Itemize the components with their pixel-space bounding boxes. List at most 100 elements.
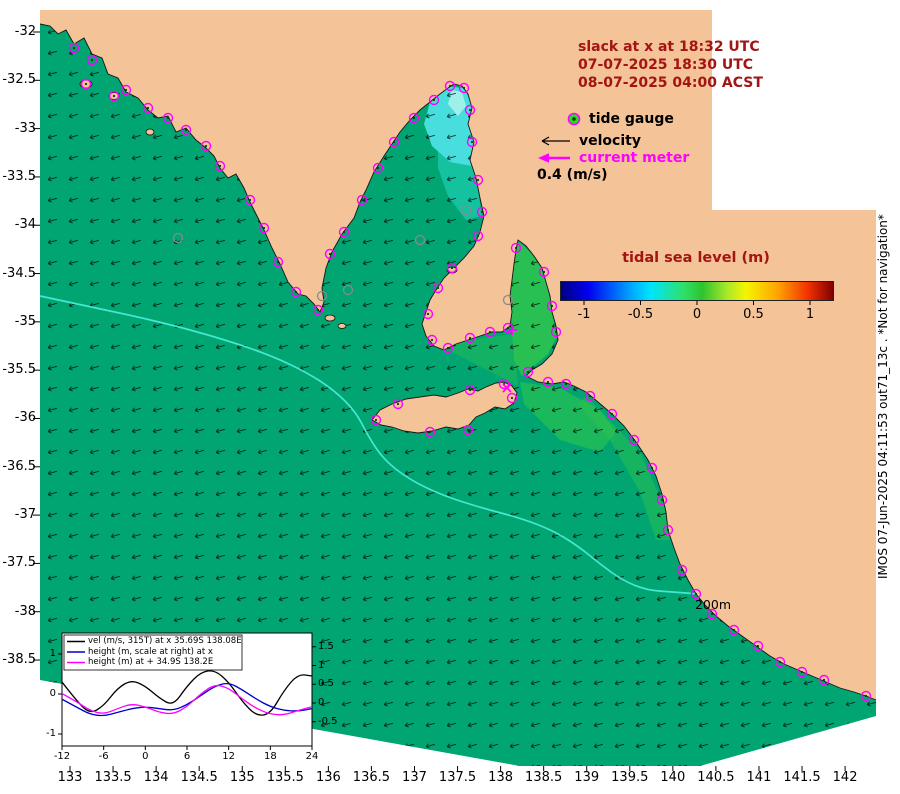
lon-tick-label: 133 — [57, 770, 83, 785]
legend-item-current-meter: current meter — [536, 150, 689, 166]
tide-gauge-marker — [258, 222, 270, 234]
tide-gauge-center-dot — [694, 592, 698, 596]
tide-gauge-center-dot — [90, 58, 94, 62]
tide-gauge-marker — [538, 266, 550, 278]
tide-gauge-center-dot — [374, 418, 378, 422]
tide-gauge-marker — [214, 160, 226, 172]
lat-tick-label: -32.5 — [2, 72, 36, 88]
lon-tick-label: 137.5 — [438, 770, 477, 785]
tide-gauge-marker — [662, 524, 674, 536]
lon-tick-label: 136 — [315, 770, 341, 785]
tide-gauge-center-dot — [526, 370, 530, 374]
tide-gauge-center-dot — [84, 82, 88, 86]
colorbar-tick-label: 0.5 — [743, 307, 764, 322]
tide-gauge-center-dot — [276, 260, 280, 264]
tide-gauge-marker — [484, 326, 496, 338]
tide-gauge-marker — [120, 84, 132, 96]
tide-gauge-marker — [142, 102, 154, 114]
tide-gauge-center-dot — [488, 330, 492, 334]
tide-gauge-marker — [442, 342, 454, 354]
legend-label-velocity: velocity — [579, 133, 641, 149]
tide-gauge-marker — [312, 304, 324, 316]
colorbar-tick-label: 1 — [805, 307, 815, 322]
tide-gauge-marker — [728, 624, 740, 636]
tide-gauge-center-dot — [412, 116, 416, 120]
tide-gauge-center-dot — [72, 46, 76, 50]
tide-gauge-center-dot — [480, 210, 484, 214]
tide-gauge-marker — [446, 262, 458, 274]
tide-gauge-center-dot — [680, 568, 684, 572]
colorbar-title: tidal sea level (m) — [622, 250, 770, 266]
inset-legend-vel: vel (m/s, 315T) at x 35.69S 138.08E — [88, 636, 242, 646]
tide-gauge-center-dot — [822, 678, 826, 682]
legend-label-velocity-scale: 0.4 (m/s) — [537, 167, 608, 183]
legend-item-velocity-scale: 0.4 (m/s) — [537, 167, 608, 183]
tide-gauge-center-dot — [204, 144, 208, 148]
tide-gauge-marker — [464, 332, 476, 344]
inset-right-tick-label: 0 — [318, 697, 325, 708]
tide-gauge-center-dot — [360, 198, 364, 202]
tide-gauge-markers — [68, 42, 872, 702]
inset-x-tick-label: 24 — [305, 751, 319, 762]
tide-gauge-marker — [162, 112, 174, 124]
tide-gauge-marker — [476, 206, 488, 218]
tide-gauge-center-dot — [112, 94, 116, 98]
tide-gauge-icon — [567, 112, 581, 126]
tide-gauge-marker — [424, 426, 436, 438]
inset-x-tick-label: 18 — [263, 751, 277, 762]
tide-gauge-marker — [584, 390, 596, 402]
tide-gauge-center-dot — [660, 498, 664, 502]
inset-right-tick-label: 1 — [318, 659, 325, 671]
tide-gauge-center-dot — [468, 388, 472, 392]
inset-x-tick-label: 6 — [183, 751, 191, 762]
tide-gauge-marker — [676, 564, 688, 576]
lat-tick-label: -36 — [14, 410, 36, 426]
tide-gauge-marker — [560, 378, 572, 390]
tide-gauge-marker — [388, 136, 400, 148]
inset-right-tick-label: 0.5 — [318, 678, 334, 690]
tide-gauge-center-dot — [650, 466, 654, 470]
gauge-marker-gray — [460, 204, 472, 216]
inset-curves — [62, 670, 312, 717]
inset-right-tick-label: 1.5 — [318, 640, 334, 652]
current-meter-arrow-icon — [538, 153, 570, 163]
tide-gauge-center-dot — [218, 164, 222, 168]
tide-gauge-marker — [86, 54, 98, 66]
tide-gauge-center-dot — [506, 326, 510, 330]
lon-tick-label: 139 — [574, 770, 600, 785]
gauge-marker-gray — [172, 232, 184, 244]
tide-gauge-marker — [752, 640, 764, 652]
inset-chart — [61, 632, 313, 747]
lat-tick-label: -38 — [14, 603, 36, 619]
tide-gauge-center-dot — [184, 128, 188, 132]
lon-tick-label: 135 — [229, 770, 255, 785]
tide-gauge-marker — [68, 42, 80, 54]
lon-tick-label: 134.5 — [180, 770, 218, 785]
tide-gauge-marker — [462, 424, 474, 436]
inset-x-tick-label: 0 — [142, 751, 149, 762]
tide-gauge-marker — [180, 124, 192, 136]
lon-tick-label: 137 — [402, 770, 427, 785]
tide-gauge-marker — [408, 112, 420, 124]
tide-gauge-center-dot — [342, 230, 346, 234]
tide-gauge-marker — [542, 376, 554, 388]
inset-series-0 — [62, 670, 312, 716]
lat-tick-label: -32 — [14, 24, 36, 39]
inset-series-2 — [62, 684, 312, 716]
inset-x-tick-label: -12 — [53, 751, 71, 762]
inset-left-tick-label: 0 — [49, 688, 56, 699]
tide-gauge-marker — [498, 378, 510, 390]
gauge-marker-gray — [316, 290, 328, 302]
tide-gauge-center-dot — [432, 98, 436, 102]
tide-gauge-marker — [324, 248, 336, 260]
lon-tick-label: 138.5 — [525, 770, 563, 785]
tide-gauge-marker — [464, 104, 476, 116]
tide-gauge-marker — [464, 384, 476, 396]
legend-item-velocity: velocity — [536, 133, 641, 149]
gauge-marker-gray — [502, 294, 514, 306]
tide-gauge-marker — [80, 78, 92, 90]
tide-gauge-center-dot — [426, 312, 430, 316]
tide-gauge-center-dot — [632, 438, 636, 442]
tide-gauge-marker — [796, 666, 808, 678]
